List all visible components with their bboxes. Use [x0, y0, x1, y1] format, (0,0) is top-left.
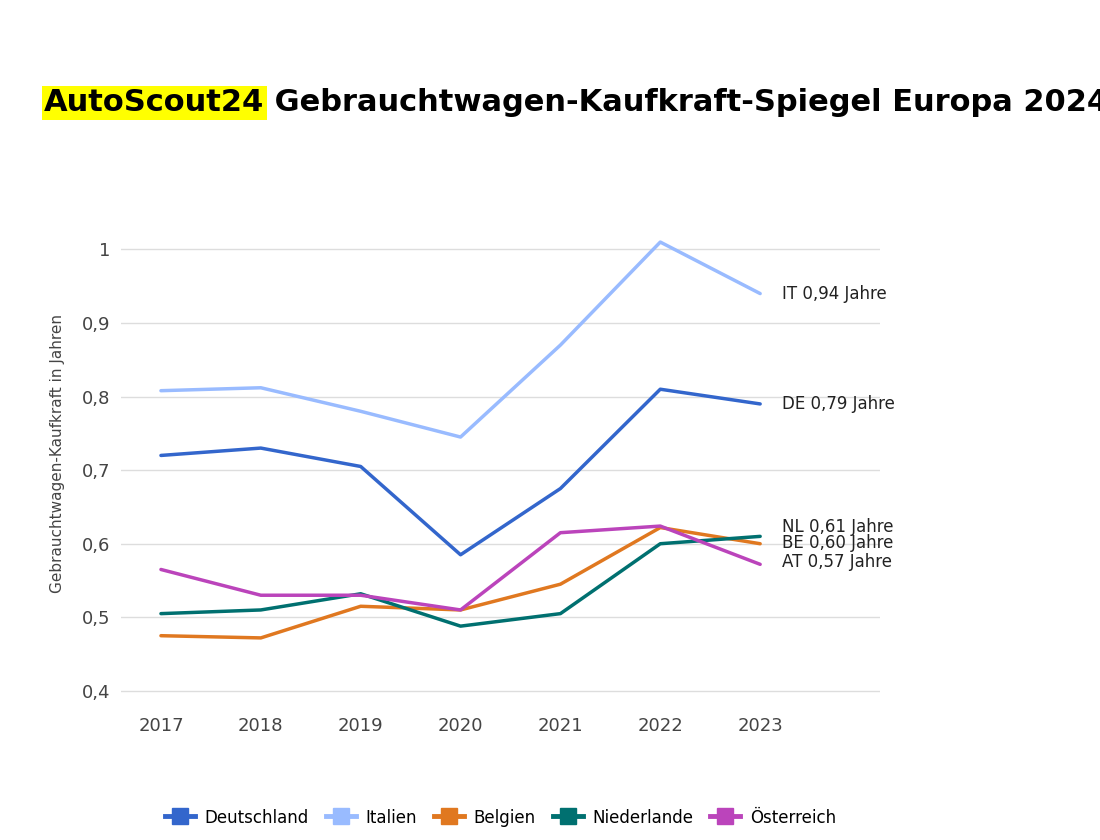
Text: AutoScout24: AutoScout24 — [44, 88, 264, 118]
Text: AT 0,57 Jahre: AT 0,57 Jahre — [782, 553, 892, 571]
Text: DE 0,79 Jahre: DE 0,79 Jahre — [782, 395, 895, 413]
Text: Gebrauchtwagen-Kaufkraft-Spiegel Europa 2024: Gebrauchtwagen-Kaufkraft-Spiegel Europa … — [264, 88, 1100, 118]
Text: BE 0,60 Jahre: BE 0,60 Jahre — [782, 534, 893, 552]
Legend: Deutschland, Italien, Belgien, Niederlande, Österreich: Deutschland, Italien, Belgien, Niederlan… — [158, 802, 843, 833]
Text: NL 0,61 Jahre: NL 0,61 Jahre — [782, 517, 893, 536]
Text: IT 0,94 Jahre: IT 0,94 Jahre — [782, 285, 887, 302]
Y-axis label: Gebrauchtwagen-Kaufkraft in Jahren: Gebrauchtwagen-Kaufkraft in Jahren — [50, 314, 65, 593]
